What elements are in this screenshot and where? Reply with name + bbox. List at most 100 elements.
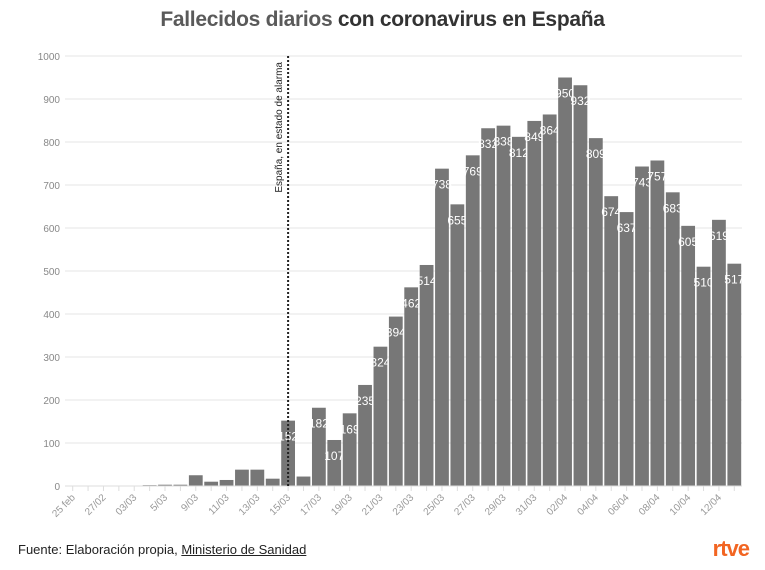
x-tick-label: 11/03 [207, 492, 232, 517]
bar [311, 407, 326, 486]
y-tick-label: 600 [43, 224, 60, 235]
data-label: 510 [694, 276, 714, 290]
data-label: 619 [709, 229, 729, 243]
bar [158, 484, 172, 486]
x-tick-label: 19/03 [329, 492, 355, 518]
title-highlight: Fallecidos diarios [160, 8, 333, 31]
x-tick-label: 27/03 [452, 492, 478, 518]
data-label: 864 [540, 123, 560, 137]
data-label: 22 [297, 486, 311, 500]
x-tick-label: 03/03 [114, 492, 140, 518]
data-label: 757 [647, 169, 667, 183]
data-label: 950 [555, 87, 575, 101]
x-tick-label: 23/03 [391, 492, 417, 518]
x-tick-label: 29/03 [483, 492, 509, 518]
bar [496, 125, 511, 486]
x-tick-label: 5/03 [149, 492, 171, 514]
bar [619, 212, 634, 486]
data-label: 832 [478, 137, 498, 151]
x-tick-label: 13/03 [237, 492, 263, 518]
bar [604, 196, 619, 486]
bar [373, 346, 388, 486]
bar [681, 225, 696, 486]
data-label: 235 [355, 394, 375, 408]
bar [204, 481, 219, 486]
data-label: 674 [601, 205, 621, 219]
y-tick-label: 400 [43, 310, 60, 321]
bar [342, 413, 357, 486]
x-tick-label: 27/02 [83, 492, 109, 518]
bar [173, 484, 188, 486]
bar [188, 475, 203, 486]
data-label: 743 [632, 176, 652, 190]
y-tick-label: 1000 [38, 52, 61, 63]
data-label: 849 [524, 130, 544, 144]
bar [465, 155, 480, 486]
bar [712, 219, 726, 486]
bar [419, 264, 434, 486]
bar [542, 114, 557, 486]
bar [265, 478, 280, 486]
y-tick-label: 800 [43, 138, 60, 149]
bar [635, 166, 649, 486]
rtve-logo: rtve [712, 536, 750, 561]
x-tick-label: 04/04 [575, 492, 601, 518]
data-label: 182 [309, 417, 329, 431]
data-label: 683 [663, 201, 683, 215]
y-tick-label: 300 [43, 353, 60, 364]
bar [250, 469, 265, 486]
x-tick-label: 12/04 [699, 492, 725, 518]
x-tick-label: 10/04 [668, 492, 694, 518]
bar [404, 287, 419, 486]
x-tick-label: 25 feb [50, 492, 78, 520]
bar [358, 384, 372, 486]
x-tick-label: 21/03 [360, 492, 386, 518]
chart-title: Fallecidos diarios con coronavirus en Es… [0, 8, 765, 32]
annotation-label: España, en estado de alarma [274, 62, 285, 193]
x-tick-label: 08/04 [637, 492, 663, 518]
data-label: 514 [417, 274, 437, 288]
source-prefix: Fuente: Elaboración propia, [18, 542, 182, 557]
y-tick-label: 500 [43, 267, 60, 278]
y-tick-label: 200 [43, 396, 60, 407]
bar [696, 266, 711, 486]
y-tick-label: 0 [54, 482, 60, 493]
bar [219, 479, 234, 486]
x-tick-label: 25/03 [422, 492, 448, 518]
x-tick-label: 31/03 [514, 492, 540, 518]
data-label: 169 [340, 422, 360, 436]
y-tick-label: 100 [43, 439, 60, 450]
data-label: 107 [324, 449, 344, 463]
data-label: 637 [617, 221, 637, 235]
data-label: 738 [432, 178, 452, 192]
x-tick-label: 9/03 [179, 492, 201, 514]
data-label: 932 [570, 94, 590, 108]
bar [296, 476, 311, 486]
y-tick-label: 700 [43, 181, 60, 192]
bar [327, 439, 342, 486]
bar [450, 204, 465, 486]
source-link[interactable]: Ministerio de Sanidad [181, 542, 307, 557]
bar [388, 316, 403, 486]
bar [573, 85, 588, 487]
data-label: 517 [724, 273, 744, 287]
bar [558, 77, 572, 486]
bar [665, 192, 680, 486]
data-label: 394 [386, 326, 406, 340]
bar [588, 138, 603, 486]
data-label: 809 [586, 147, 606, 161]
bar [235, 469, 249, 486]
data-label: 324 [370, 356, 390, 370]
bar [435, 168, 449, 486]
source-note: Fuente: Elaboración propia, Ministerio d… [18, 542, 306, 557]
bar [481, 128, 496, 487]
x-tick-label: 06/04 [606, 492, 632, 518]
y-tick-label: 900 [43, 95, 60, 106]
x-tick-label: 02/04 [545, 492, 571, 518]
data-label: 812 [509, 146, 529, 160]
x-tick-label: 15/03 [268, 492, 294, 518]
bar [727, 263, 742, 486]
data-label: 462 [401, 296, 421, 310]
data-label: 769 [463, 164, 483, 178]
